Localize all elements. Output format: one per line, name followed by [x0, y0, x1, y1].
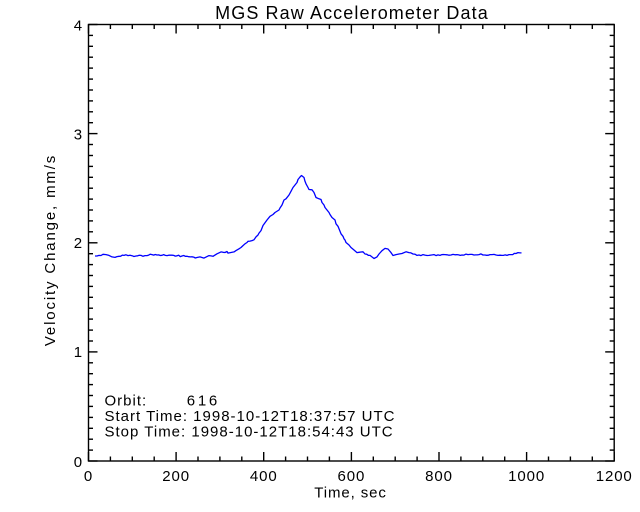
- svg-text:4: 4: [74, 17, 83, 34]
- svg-text:400: 400: [250, 468, 278, 485]
- svg-text:1: 1: [74, 344, 83, 361]
- svg-text:Start Time: 1998-10-12T18:37:5: Start Time: 1998-10-12T18:37:57 UTC: [105, 408, 396, 425]
- svg-text:Velocity Change, mm/s: Velocity Change, mm/s: [42, 154, 59, 346]
- svg-text:200: 200: [162, 468, 190, 485]
- svg-text:0: 0: [74, 454, 83, 471]
- svg-text:Time, sec: Time, sec: [314, 485, 387, 502]
- svg-text:3: 3: [74, 126, 83, 143]
- svg-text:616: 616: [187, 392, 220, 409]
- svg-text:0: 0: [84, 468, 93, 485]
- svg-text:Stop Time: 1998-10-12T18:54:43: Stop Time: 1998-10-12T18:54:43 UTC: [105, 423, 394, 440]
- svg-text:1200: 1200: [596, 468, 633, 485]
- svg-text:600: 600: [338, 468, 366, 485]
- svg-text:MGS Raw Accelerometer Data: MGS Raw Accelerometer Data: [215, 3, 489, 23]
- svg-text:800: 800: [425, 468, 453, 485]
- svg-text:2: 2: [74, 235, 83, 252]
- svg-text:Orbit:: Orbit:: [105, 392, 148, 409]
- svg-text:1000: 1000: [508, 468, 545, 485]
